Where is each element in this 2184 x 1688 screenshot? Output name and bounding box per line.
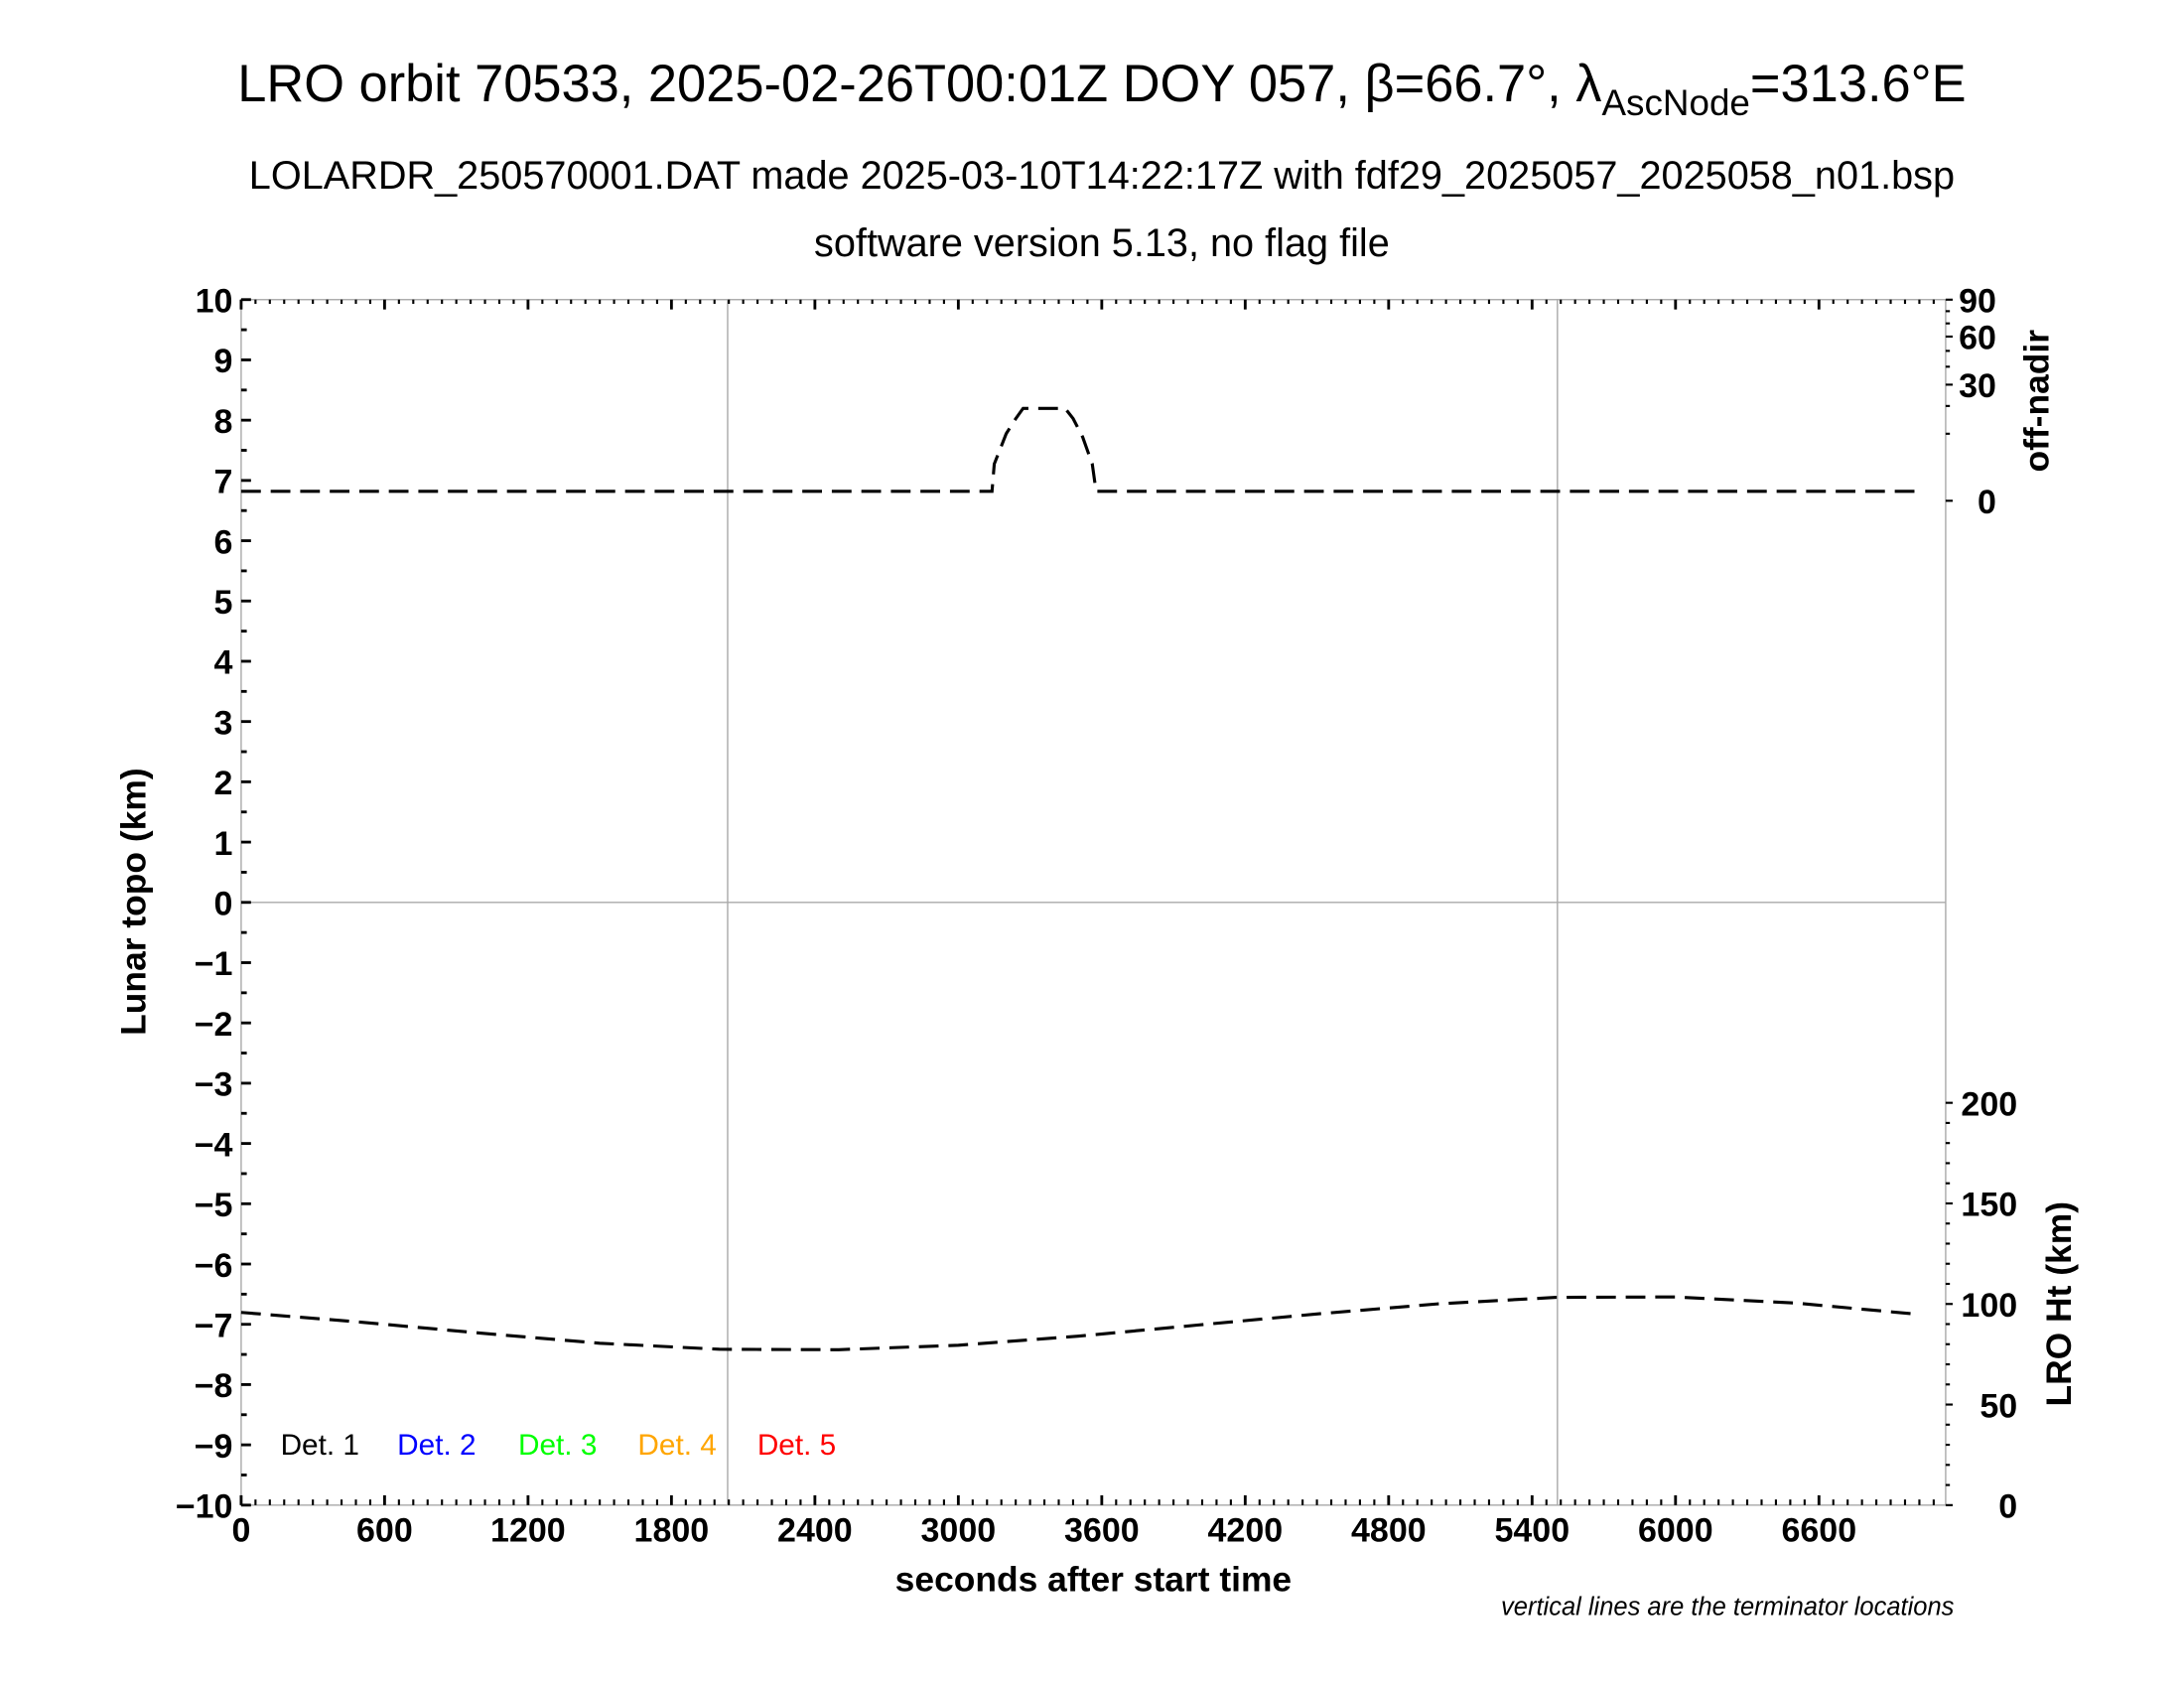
x-axis-label: seconds after start time — [895, 1559, 1292, 1599]
chart-subtitle: LOLARDR_250570001.DAT made 2025-03-10T14… — [249, 154, 1955, 198]
offnadir-tick-label: 30 — [1959, 367, 1996, 405]
y-tick-label: −9 — [195, 1428, 233, 1466]
y-tick-label: 7 — [213, 464, 232, 501]
y-tick-label: −5 — [195, 1187, 233, 1224]
x-tick-label: 6000 — [1638, 1512, 1713, 1550]
series-group — [240, 406, 1915, 1351]
chart-subtitle-2: software version 5.13, no flag file — [814, 221, 1390, 265]
legend-item: Det. 2 — [397, 1429, 476, 1462]
y-tick-label: −1 — [195, 945, 233, 983]
y-tick-label: 0 — [213, 886, 232, 923]
y-tick-label: 1 — [213, 825, 232, 863]
chart-title: LRO orbit 70533, 2025-02-26T00:01Z DOY 0… — [237, 56, 1966, 123]
x-tick-label: 600 — [356, 1512, 413, 1550]
y-tick-label: −3 — [195, 1066, 233, 1104]
legend-item: Det. 4 — [637, 1429, 716, 1462]
y-tick-label: −2 — [195, 1006, 233, 1044]
y-tick-label: 2 — [213, 765, 232, 802]
y-tick-label: −4 — [195, 1126, 233, 1164]
x-tick-label: 6600 — [1781, 1512, 1856, 1550]
y-tick-label: 9 — [213, 343, 232, 380]
y-tick-label: 4 — [213, 644, 232, 682]
y-axis-label: Lunar topo (km) — [114, 768, 154, 1035]
y-tick-label: −8 — [195, 1367, 233, 1405]
y-tick-label: 3 — [213, 704, 232, 742]
footnote: vertical lines are the terminator locati… — [1501, 1593, 1955, 1620]
offnadir-line — [240, 406, 1915, 493]
height-tick-label: 0 — [1998, 1488, 2017, 1526]
offnadir-tick-label: 60 — [1959, 320, 1996, 357]
x-tick-label: 5400 — [1494, 1512, 1570, 1550]
legend-item: Det. 1 — [281, 1429, 359, 1462]
height-tick-label: 100 — [1961, 1287, 2017, 1325]
x-tick-label: 4800 — [1351, 1512, 1427, 1550]
y-tick-label: 5 — [213, 584, 232, 622]
x-tick-label: 1800 — [634, 1512, 710, 1550]
height-tick-label: 150 — [1961, 1187, 2017, 1224]
height-tick-label: 200 — [1961, 1085, 2017, 1123]
x-tick-label: 2400 — [777, 1512, 853, 1550]
x-tick-label: 1200 — [490, 1512, 566, 1550]
x-tick-label: 4200 — [1208, 1512, 1284, 1550]
legend-item: Det. 3 — [518, 1429, 597, 1462]
y2-top-label: off-nadir — [2016, 330, 2056, 473]
offnadir-tick-label: 0 — [1978, 484, 1996, 521]
x-tick-label: 3000 — [921, 1512, 997, 1550]
x-tick-label: 3600 — [1064, 1512, 1140, 1550]
legend-item: Det. 5 — [757, 1429, 836, 1462]
offnadir-tick-label: 90 — [1959, 283, 1996, 321]
y-tick-label: 8 — [213, 403, 232, 441]
height-tick-label: 50 — [1979, 1387, 2017, 1425]
y-tick-label: −10 — [176, 1488, 233, 1526]
y2-bottom-label: LRO Ht (km) — [2039, 1201, 2079, 1407]
legend: Det. 1 Det. 2 Det. 3 Det. 4 Det. 5 — [281, 1429, 837, 1462]
lro-height-line — [240, 1295, 1915, 1351]
axis-ticks — [239, 298, 1954, 1507]
y-tick-label: 6 — [213, 523, 232, 561]
y-tick-label: −6 — [195, 1247, 233, 1285]
tick-labels: 0 600 1200 1800 2400 3000 3600 4200 4800 5400 6000… — [176, 283, 2017, 1550]
grid — [240, 299, 1946, 1505]
y-tick-label: 10 — [196, 283, 233, 321]
x-tick-label: 0 — [231, 1512, 250, 1550]
y-tick-label: −7 — [195, 1307, 233, 1344]
